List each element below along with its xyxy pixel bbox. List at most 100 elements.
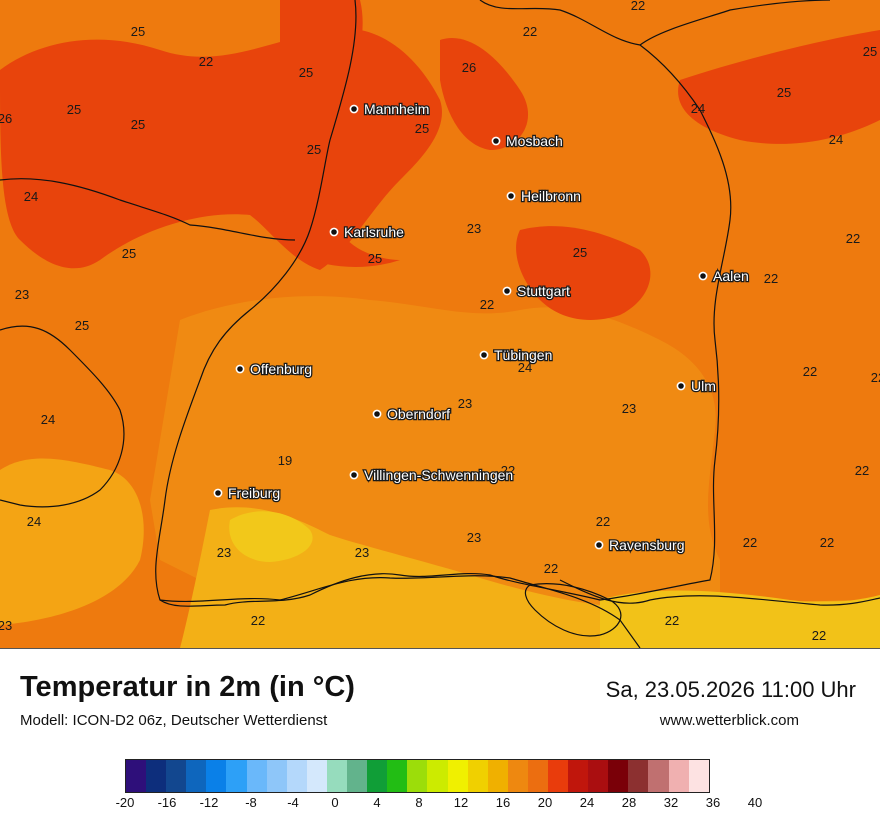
forecast-datetime: Sa, 23.05.2026 11:00 Uhr: [605, 677, 856, 702]
city-dot: [506, 191, 516, 201]
legend-swatch: [266, 760, 287, 792]
temperature-value: 22: [199, 54, 213, 69]
temperature-value: 22: [812, 628, 826, 643]
temperature-value: 24: [829, 132, 843, 147]
website-link[interactable]: www.wetterblick.com: [659, 712, 799, 729]
legend-swatch: [326, 760, 348, 792]
temperature-value: 25: [131, 117, 145, 132]
temperature-value: 24: [691, 101, 705, 116]
map-title: Temperatur in 2m (in °C): [20, 671, 355, 703]
city-label: Ravensburg: [609, 537, 685, 553]
temperature-value: 24: [24, 189, 38, 204]
legend-swatch: [487, 760, 508, 792]
temperature-value: 23: [622, 401, 636, 416]
border-austria: [559, 579, 880, 606]
city-dot: [349, 104, 359, 114]
city-marker: Heilbronn: [506, 187, 582, 205]
legend-tick-label: 24: [579, 795, 595, 810]
legend-tick-label: 28: [621, 795, 637, 810]
temperature-value: 23: [0, 618, 12, 633]
legend-swatch: [688, 760, 709, 792]
color-legend: [125, 759, 710, 793]
legend-swatch: [547, 760, 569, 792]
city-marker: Mosbach: [491, 132, 564, 150]
legend-tick-label: -12: [199, 795, 219, 810]
temperature-value: 22: [820, 535, 834, 550]
city-label: Aalen: [713, 268, 749, 284]
legend-tick-label: 32: [663, 795, 679, 810]
legend-swatch: [246, 760, 267, 792]
city-dot: [372, 409, 382, 419]
legend-tick-label: -8: [245, 795, 257, 810]
city-label: Tübingen: [494, 347, 552, 363]
temperature-field-25-neckar: [516, 226, 651, 320]
temperature-value: 22: [480, 297, 494, 312]
temperature-value: 22: [501, 463, 515, 478]
city-marker: Ulm: [676, 377, 717, 395]
temperature-value: 22: [665, 613, 679, 628]
temperature-value: 25: [777, 85, 791, 100]
temperature-value: 22: [846, 231, 860, 246]
legend-swatch: [387, 760, 408, 792]
temperature-value: 25: [122, 246, 136, 261]
city-marker: Stuttgart: [502, 282, 571, 300]
temperature-value: 25: [307, 142, 321, 157]
temperature-value: 24: [41, 412, 55, 427]
city-dot: [235, 364, 245, 374]
city-dot: [676, 381, 686, 391]
temperature-value: 23: [467, 221, 481, 236]
legend-swatch: [588, 760, 609, 792]
temperature-value: 25: [75, 318, 89, 333]
temperature-field-25-mosbach: [440, 38, 529, 150]
legend-swatch: [286, 760, 307, 792]
temperature-value: 22: [803, 364, 817, 379]
legend-swatch: [507, 760, 528, 792]
temperature-value: 23: [15, 287, 29, 302]
temperature-value: 25: [67, 102, 81, 117]
city-marker: Aalen: [698, 267, 750, 285]
city-dot: [213, 488, 223, 498]
city-label: Freiburg: [228, 485, 280, 501]
temperature-value: 23: [282, 363, 296, 378]
city-dot: [502, 286, 512, 296]
city-marker: Tübingen: [479, 346, 554, 364]
temperature-field-southeast-yellow: [600, 590, 880, 648]
border-switzerland: [159, 575, 641, 648]
city-marker: Oberndorf: [372, 405, 451, 423]
legend-tick-label: 4: [373, 795, 381, 810]
legend-swatch: [306, 760, 327, 792]
legend-tick-label: 16: [495, 795, 511, 810]
city-dot: [491, 136, 501, 146]
legend-swatch: [447, 760, 468, 792]
legend-swatch: [226, 760, 247, 792]
legend-tick-label: 40: [747, 795, 763, 810]
legend-swatch: [648, 760, 669, 792]
legend-swatch: [527, 760, 548, 792]
legend-swatch: [146, 760, 167, 792]
city-label: Mannheim: [364, 101, 429, 117]
temperature-value: 25: [368, 251, 382, 266]
legend-swatch: [186, 760, 207, 792]
city-label: Heilbronn: [521, 188, 581, 204]
temperature-field-19: [229, 511, 313, 562]
temperature-value: 22: [871, 370, 880, 385]
legend-tick-label: -4: [287, 795, 299, 810]
legend-swatch: [628, 760, 649, 792]
temperature-value: 25: [131, 24, 145, 39]
temperature-field-25-northeast: [678, 30, 880, 144]
city-label: Mosbach: [506, 133, 563, 149]
legend-tick-label: 8: [415, 795, 423, 810]
temperature-value: 22: [743, 535, 757, 550]
legend-tick-label: -20: [115, 795, 135, 810]
city-marker: Karlsruhe: [329, 223, 405, 241]
temperature-value: 25: [299, 65, 313, 80]
legend-tick-label: 12: [453, 795, 469, 810]
city-label: Villingen-Schwenningen: [364, 467, 513, 483]
lake-constance: [524, 583, 622, 637]
legend-swatch: [427, 760, 448, 792]
legend-tick-label: -16: [157, 795, 177, 810]
map-footer: Temperatur in 2m (in °C) Modell: ICON-D2…: [0, 648, 880, 831]
temperature-value: 22: [631, 0, 645, 13]
legend-swatch: [668, 760, 689, 792]
temperature-value: 25: [863, 44, 877, 59]
